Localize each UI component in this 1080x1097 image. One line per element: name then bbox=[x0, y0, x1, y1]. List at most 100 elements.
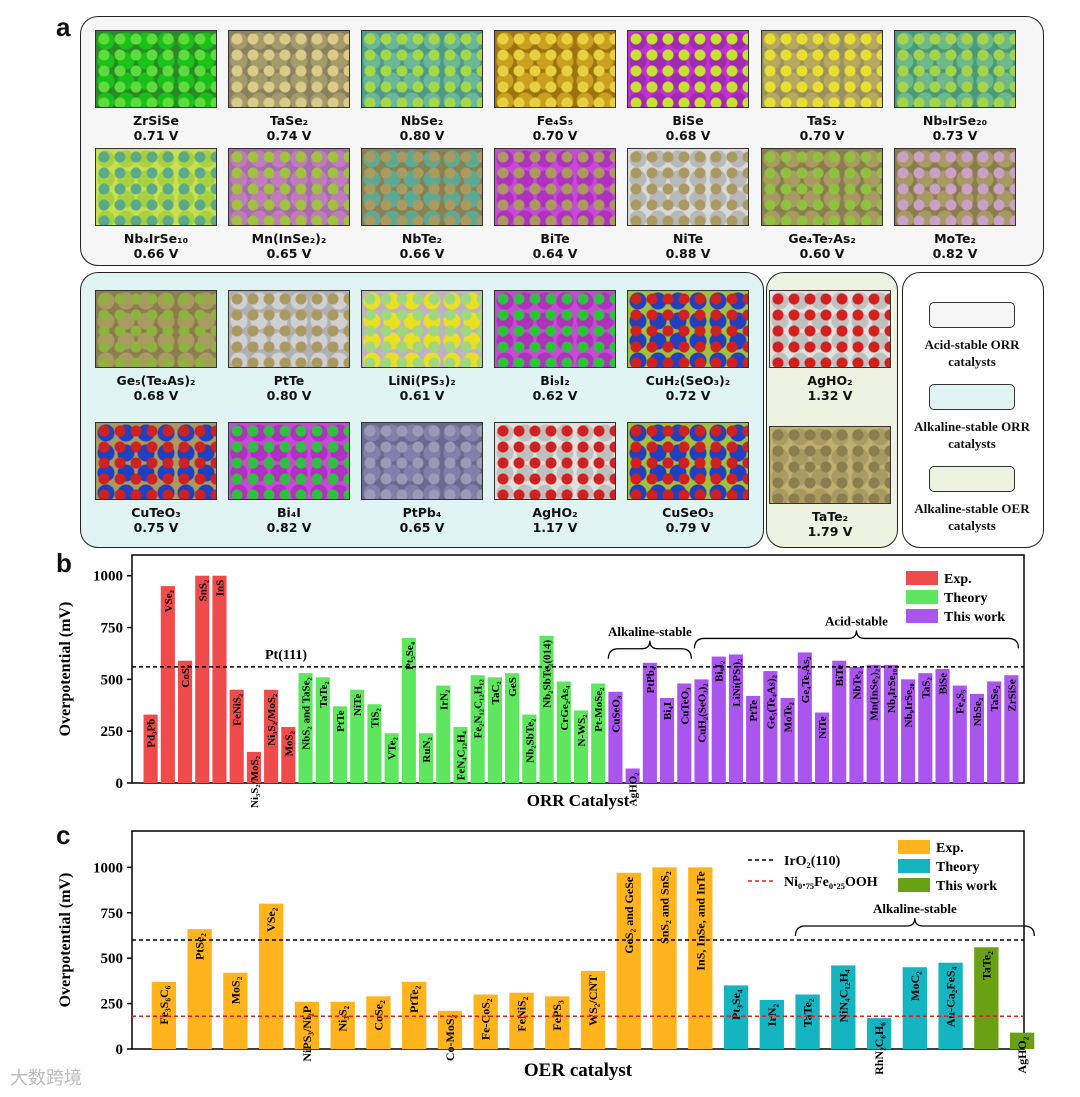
bar-label: TiS₂ bbox=[369, 708, 381, 728]
bar bbox=[509, 992, 534, 1049]
bar bbox=[831, 965, 856, 1049]
legend-swatch-alkaline-oer bbox=[929, 466, 1015, 492]
bar-label: Fe-CoS₂ bbox=[479, 998, 493, 1040]
bar bbox=[229, 689, 244, 783]
legend-label-acid: Acid-stable ORR catalysts bbox=[924, 337, 1020, 369]
legend-label: Theory bbox=[944, 591, 988, 606]
material-potential: 0.71 V bbox=[133, 128, 179, 143]
bar bbox=[470, 675, 485, 783]
bar bbox=[402, 981, 427, 1049]
bar-label: NbTe₂ bbox=[851, 670, 863, 699]
bar bbox=[212, 575, 227, 783]
material-card: PtTe 0.80 V bbox=[228, 290, 350, 403]
bracket bbox=[794, 917, 1035, 937]
crystal-structure-image bbox=[494, 30, 616, 108]
material-potential: 0.80 V bbox=[399, 128, 445, 143]
legend-alkaline-orr: Alkaline-stable ORR catalysts bbox=[905, 384, 1039, 452]
material-card: AgHO₂ 1.32 V bbox=[769, 290, 891, 403]
material-potential: 0.75 V bbox=[133, 520, 179, 535]
material-potential: 0.60 V bbox=[799, 246, 845, 261]
bar-label: Ge₅(Te₄As)₂ bbox=[765, 674, 777, 729]
y-axis-label: Overpotential (mV) bbox=[57, 602, 74, 737]
bar-label: Pd₃Pb bbox=[146, 719, 158, 748]
oer-bar-chart: 0 250 500 750 1000 Overpotential (mV) OER cata… bbox=[57, 830, 1035, 1081]
bar bbox=[505, 673, 520, 783]
bar-label: VSe₂ bbox=[264, 907, 278, 932]
crystal-structure-image bbox=[627, 148, 749, 226]
crystal-structure-image bbox=[627, 422, 749, 500]
bar bbox=[298, 673, 313, 783]
material-potential: 0.80 V bbox=[266, 388, 312, 403]
bar bbox=[367, 704, 382, 783]
material-name: Bi₉I₂ bbox=[540, 373, 570, 388]
bar bbox=[746, 695, 761, 783]
legend-label: Theory bbox=[936, 860, 980, 875]
material-name: Mn(InSe₂)₂ bbox=[251, 231, 327, 246]
panel-c-label: c bbox=[56, 820, 71, 850]
material-card: TaTe₂ 1.79 V bbox=[769, 426, 891, 539]
bar bbox=[763, 671, 778, 783]
crystal-structure-image bbox=[361, 290, 483, 368]
material-name: BiTe bbox=[540, 231, 570, 246]
material-potential: 0.61 V bbox=[399, 388, 445, 403]
bar-label: PtTe₂ bbox=[407, 985, 421, 1013]
bar-label: Bi₉I₂ bbox=[714, 660, 726, 682]
bar-label: Au-Ca₂FeS₄ bbox=[944, 966, 958, 1027]
bar-label: MoTe₂ bbox=[783, 701, 795, 732]
y-tick-label: 500 bbox=[101, 672, 124, 688]
material-card: Mn(InSe₂)₂ 0.65 V bbox=[228, 148, 350, 261]
bar bbox=[315, 677, 330, 783]
material-potential: 0.65 V bbox=[266, 246, 312, 261]
material-name: Ge₄Te₇As₂ bbox=[788, 231, 856, 246]
bar bbox=[969, 693, 985, 783]
bar bbox=[281, 727, 296, 783]
material-name: ZrSiSe bbox=[133, 113, 179, 128]
material-card: Ge₅(Te₄As)₂ 0.68 V bbox=[95, 290, 217, 403]
crystal-structure-image bbox=[228, 148, 350, 226]
bar-label: N-WS₂ bbox=[576, 714, 588, 747]
crystal-structure-image bbox=[95, 148, 217, 226]
material-name: CuTeO₃ bbox=[131, 505, 181, 520]
material-name: Nb₉IrSe₂₀ bbox=[922, 113, 988, 128]
legend-label: Exp. bbox=[944, 572, 972, 587]
material-card: CuSeO₃ 0.79 V bbox=[627, 422, 749, 535]
bar-label: Ni₃S₂/MoS₂ bbox=[266, 693, 278, 746]
bar bbox=[187, 929, 212, 1049]
material-potential: 1.79 V bbox=[807, 524, 853, 539]
material-card: Fe₄S₅ 0.70 V bbox=[494, 30, 616, 143]
bar-label: TaS₂ bbox=[920, 676, 932, 698]
bar-label: PtTe bbox=[335, 710, 347, 732]
bar-label: FeN₄C₁₂H₄ bbox=[455, 730, 467, 780]
bar bbox=[160, 586, 175, 783]
material-card: NbSe₂ 0.80 V bbox=[361, 30, 483, 143]
material-card: TaSe₂ 0.74 V bbox=[228, 30, 350, 143]
crystal-structure-image bbox=[95, 30, 217, 108]
watermark: 大数跨境 bbox=[10, 1068, 82, 1089]
crystal-structure-image bbox=[361, 148, 483, 226]
bar bbox=[902, 967, 927, 1049]
legend-swatch-alkaline-orr bbox=[929, 384, 1015, 410]
bar bbox=[366, 996, 391, 1049]
bar-label: BiSe bbox=[938, 673, 950, 695]
bar-label: RuN₂ bbox=[421, 737, 433, 763]
material-potential: 0.82 V bbox=[266, 520, 312, 535]
bar-label: MoC₂ bbox=[908, 971, 922, 1001]
bar bbox=[832, 660, 847, 783]
material-card: BiTe 0.64 V bbox=[494, 148, 616, 261]
material-potential: 0.74 V bbox=[266, 128, 312, 143]
bar-label: SnS₂ and SnS₂ bbox=[658, 871, 672, 944]
bar-label: CuSeO₃ bbox=[610, 695, 622, 733]
material-potential: 0.68 V bbox=[133, 388, 179, 403]
crystal-structure-image bbox=[627, 290, 749, 368]
bar-label: Nb₄IrSe₁₀ bbox=[886, 668, 898, 713]
bar-label: NbS₂ and TaSe₂ bbox=[301, 676, 313, 749]
bar bbox=[1004, 675, 1019, 783]
material-potential: 0.64 V bbox=[532, 246, 578, 261]
material-name: PtTe bbox=[273, 373, 305, 388]
bar bbox=[487, 677, 502, 783]
legend-swatch bbox=[906, 571, 938, 585]
x-axis-label: OER catalyst bbox=[524, 1060, 633, 1081]
bar bbox=[1009, 1032, 1035, 1049]
crystal-structure-image bbox=[95, 422, 217, 500]
bar-label: Ge₄Te₇As₂ bbox=[800, 656, 812, 703]
